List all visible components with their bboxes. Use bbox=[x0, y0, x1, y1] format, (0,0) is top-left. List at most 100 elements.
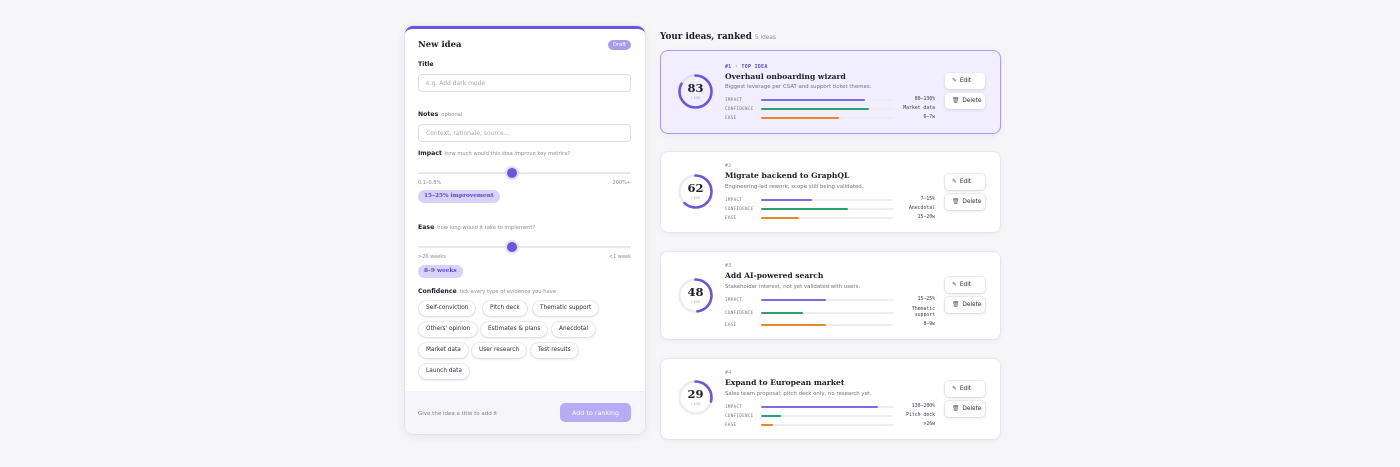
edit-button[interactable]: ✎ Edit bbox=[945, 381, 985, 397]
evidence-chip-user-research[interactable]: User research bbox=[472, 343, 527, 358]
impact-max-label: 200%+ bbox=[612, 180, 631, 186]
confidence-label-text: Confidence bbox=[418, 288, 457, 295]
impact-hint: how much would this idea improve key met… bbox=[444, 151, 571, 157]
ease-value-pill: 8–9 weeks bbox=[418, 265, 463, 278]
impact-metric-label: IMPACT bbox=[725, 404, 743, 409]
ease-metric-bar bbox=[761, 217, 800, 220]
impact-metric: IMPACT 130–200% bbox=[725, 404, 935, 410]
impact-min-label: 0.1–0.8% bbox=[418, 180, 442, 186]
impact-metric-track bbox=[761, 406, 893, 409]
impact-value-pill: 15–25% improvement bbox=[418, 190, 500, 203]
score-ring: 62 / 100 bbox=[677, 173, 714, 210]
impact-metric-label: IMPACT bbox=[725, 97, 743, 102]
score-scale: / 100 bbox=[690, 402, 701, 406]
add-to-ranking-button[interactable]: Add to ranking bbox=[560, 403, 631, 422]
confidence-metric-label: CONFIDENCE bbox=[725, 106, 754, 111]
impact-metric-label: IMPACT bbox=[725, 297, 743, 302]
confidence-metric-bar bbox=[761, 415, 781, 418]
evidence-chip-self-conviction[interactable]: Self-conviction bbox=[419, 301, 476, 316]
ease-metric: EASE 6–7w bbox=[725, 115, 935, 121]
idea-title: Expand to European market bbox=[725, 378, 845, 387]
impact-metric-value: 80–130% bbox=[914, 97, 935, 102]
score-value: 29 bbox=[687, 387, 704, 401]
edit-button[interactable]: ✎ Edit bbox=[945, 277, 985, 293]
impact-metric-label: IMPACT bbox=[725, 197, 743, 202]
idea-subtitle: Stakeholder interest, not yet validated … bbox=[725, 284, 861, 290]
ease-metric-value: 8–9w bbox=[923, 322, 935, 327]
ease-slider-thumb[interactable] bbox=[506, 242, 517, 252]
ease-metric-label: EASE bbox=[725, 115, 737, 120]
delete-button[interactable]: 🗑 Delete bbox=[945, 93, 985, 109]
delete-button-label: Delete bbox=[962, 302, 982, 308]
confidence-metric: CONFIDENCE Market data bbox=[725, 106, 935, 112]
score-ring-arc bbox=[678, 174, 713, 209]
form-header: New idea Draft bbox=[418, 38, 631, 54]
idea-title: Add AI-powered search bbox=[725, 271, 824, 280]
notes-input[interactable] bbox=[418, 124, 631, 142]
confidence-value-line-2: support bbox=[914, 313, 935, 319]
impact-metric-track bbox=[761, 299, 893, 302]
draft-badge: Draft bbox=[607, 40, 631, 50]
impact-metric-value: 7–15% bbox=[920, 197, 935, 202]
impact-metric-track bbox=[761, 199, 893, 202]
ease-slider[interactable] bbox=[418, 242, 631, 252]
edit-button[interactable]: ✎ Edit bbox=[945, 73, 985, 89]
pencil-icon: ✎ bbox=[952, 386, 957, 392]
ease-metric-label: EASE bbox=[725, 422, 737, 427]
list-title: Your ideas, ranked bbox=[660, 32, 752, 42]
evidence-chip-estimates-plans[interactable]: Estimates & plans bbox=[481, 322, 548, 337]
score-ring-graphic bbox=[678, 74, 713, 109]
confidence-metric-value: Market data bbox=[903, 106, 935, 111]
idea-subtitle: Sales team proposal; pitch deck only, no… bbox=[725, 391, 872, 397]
ease-label-text: Ease bbox=[418, 224, 435, 231]
score-value: 83 bbox=[687, 81, 704, 95]
impact-slider[interactable] bbox=[418, 168, 631, 178]
ease-metric-value: 15–20w bbox=[917, 215, 935, 220]
score-ring: 83 / 100 bbox=[677, 73, 714, 110]
evidence-chip-others-opinion[interactable]: Others' opinion bbox=[419, 322, 478, 337]
impact-slider-thumb[interactable] bbox=[506, 168, 517, 178]
evidence-chip-test-results[interactable]: Test results bbox=[531, 343, 578, 358]
rank-label: #4 bbox=[725, 371, 732, 376]
title-label: Title bbox=[418, 61, 434, 68]
score-ring-graphic bbox=[678, 278, 713, 313]
notes-label: Notes optional bbox=[418, 111, 462, 118]
edit-button[interactable]: ✎ Edit bbox=[945, 174, 985, 190]
ease-metric-track bbox=[761, 424, 893, 427]
impact-metric: IMPACT 15–25% bbox=[725, 297, 935, 303]
ease-min-label: >26 weeks bbox=[418, 254, 446, 260]
idea-card-1: 83 / 100 #1 · TOP IDEA Overhaul onboardi… bbox=[661, 51, 1000, 133]
score-value: 48 bbox=[687, 285, 704, 299]
evidence-chip-market-data[interactable]: Market data bbox=[419, 343, 468, 358]
ease-slider-track bbox=[418, 246, 631, 248]
ease-hint: how long would it take to implement? bbox=[437, 225, 536, 231]
impact-metric-bar bbox=[761, 299, 826, 302]
delete-button[interactable]: 🗑 Delete bbox=[945, 401, 985, 417]
score-scale: / 100 bbox=[690, 196, 701, 200]
confidence-metric: CONFIDENCE Thematic support bbox=[725, 307, 935, 321]
ease-metric-bar bbox=[761, 424, 773, 427]
title-input[interactable] bbox=[418, 74, 631, 92]
evidence-chip-thematic-support[interactable]: Thematic support bbox=[533, 301, 599, 316]
form-title: New idea bbox=[418, 40, 462, 50]
notes-label-text: Notes bbox=[418, 111, 439, 118]
delete-button[interactable]: 🗑 Delete bbox=[945, 194, 985, 210]
edit-button-label: Edit bbox=[959, 282, 972, 288]
ease-metric-track bbox=[761, 117, 893, 120]
evidence-chip-anecdotal[interactable]: Anecdotal bbox=[552, 322, 596, 337]
confidence-metric: CONFIDENCE Anecdotal bbox=[725, 206, 935, 212]
confidence-metric-track bbox=[761, 208, 893, 211]
ease-metric-bar bbox=[761, 324, 826, 327]
evidence-chip-launch-data[interactable]: Launch data bbox=[419, 364, 469, 379]
delete-button-label: Delete bbox=[962, 98, 982, 104]
score-ring: 48 / 100 bbox=[677, 277, 714, 314]
ease-metric-value: 6–7w bbox=[923, 115, 935, 120]
notes-hint: optional bbox=[441, 112, 463, 118]
delete-button[interactable]: 🗑 Delete bbox=[945, 297, 985, 313]
ease-metric: EASE 15–20w bbox=[725, 215, 935, 221]
impact-metric-bar bbox=[761, 406, 879, 409]
ease-metric: EASE >26w bbox=[725, 422, 935, 428]
confidence-metric-track bbox=[761, 415, 893, 418]
evidence-chip-pitch-deck[interactable]: Pitch deck bbox=[483, 301, 527, 316]
